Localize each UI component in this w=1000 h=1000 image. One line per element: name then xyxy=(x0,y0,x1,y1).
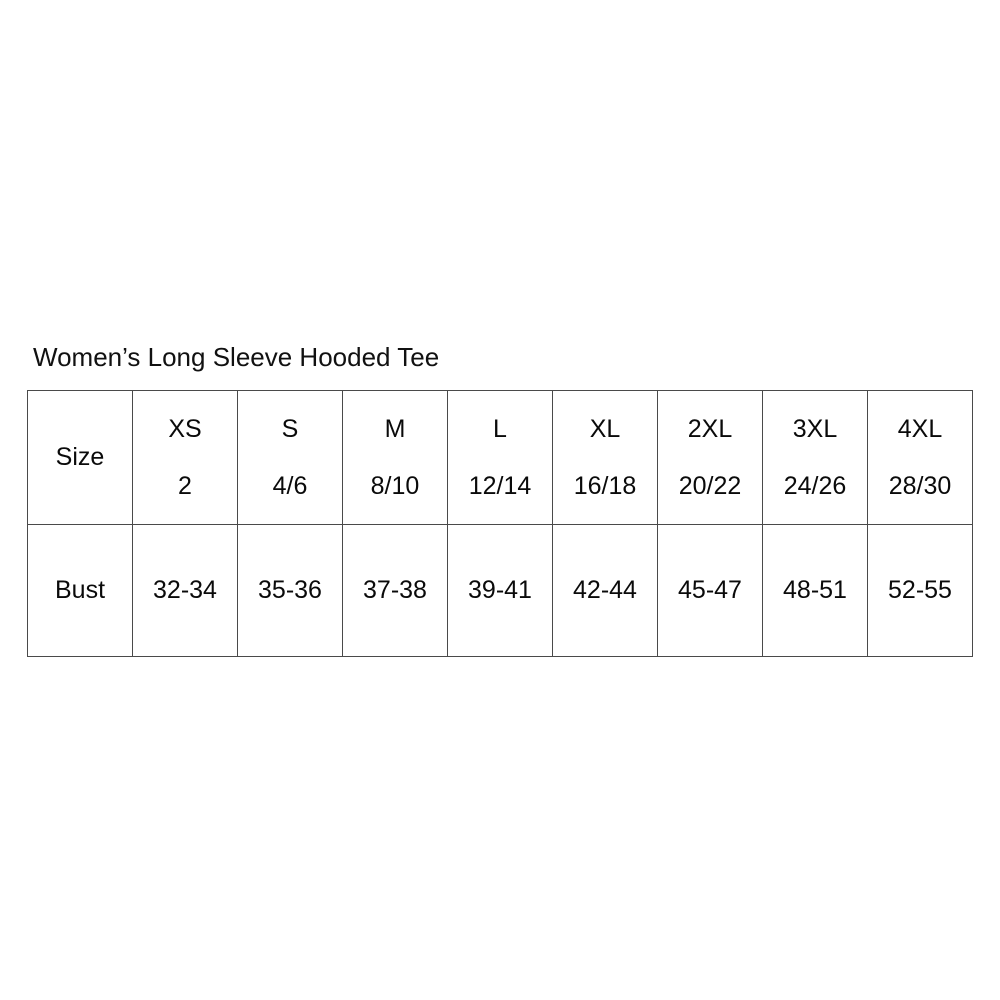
bust-value-cell: 35-36 xyxy=(237,524,343,657)
size-number: 16/18 xyxy=(573,471,637,500)
size-col-s: S 4/6 xyxy=(237,390,343,525)
size-number: 20/22 xyxy=(678,471,742,500)
bust-row-label: Bust xyxy=(27,524,133,657)
size-name: S xyxy=(281,414,299,443)
size-col-3xl: 3XL 24/26 xyxy=(762,390,868,525)
size-number: 12/14 xyxy=(468,471,532,500)
chart-title: Women’s Long Sleeve Hooded Tee xyxy=(33,342,440,372)
bust-row: Bust 32-34 35-36 37-38 39-41 42-44 45-47 48-51… xyxy=(27,524,973,657)
size-col-4xl: 4XL 28/30 xyxy=(867,390,973,525)
bust-value-cell: 42-44 xyxy=(552,524,658,657)
size-row-label: Size xyxy=(27,390,133,525)
size-col-l: L 12/14 xyxy=(447,390,553,525)
size-col-2xl: 2XL 20/22 xyxy=(657,390,763,525)
size-col-m: M 8/10 xyxy=(342,390,448,525)
bust-value-cell: 39-41 xyxy=(447,524,553,657)
size-name: 2XL xyxy=(687,414,733,443)
size-number: 2 xyxy=(178,471,192,500)
size-number: 24/26 xyxy=(783,471,847,500)
size-number: 4/6 xyxy=(272,471,308,500)
size-name: L xyxy=(493,414,507,443)
bust-value-cell: 32-34 xyxy=(132,524,238,657)
bust-value-cell: 48-51 xyxy=(762,524,868,657)
size-name: M xyxy=(384,414,406,443)
bust-value-cell: 37-38 xyxy=(342,524,448,657)
size-number: 28/30 xyxy=(888,471,952,500)
size-row: Size XS 2 S 4/6 M 8/10 L 12/14 XL 16/18 2XL 20/22 3X… xyxy=(27,390,973,525)
size-name: 4XL xyxy=(897,414,943,443)
size-name: 3XL xyxy=(792,414,838,443)
size-col-xs: XS 2 xyxy=(132,390,238,525)
bust-value-cell: 45-47 xyxy=(657,524,763,657)
size-name: XL xyxy=(589,414,621,443)
size-chart-table: Size XS 2 S 4/6 M 8/10 L 12/14 XL 16/18 2XL 20/22 3X… xyxy=(27,390,973,657)
bust-value-cell: 52-55 xyxy=(867,524,973,657)
size-number: 8/10 xyxy=(370,471,420,500)
size-col-xl: XL 16/18 xyxy=(552,390,658,525)
size-name: XS xyxy=(168,414,202,443)
